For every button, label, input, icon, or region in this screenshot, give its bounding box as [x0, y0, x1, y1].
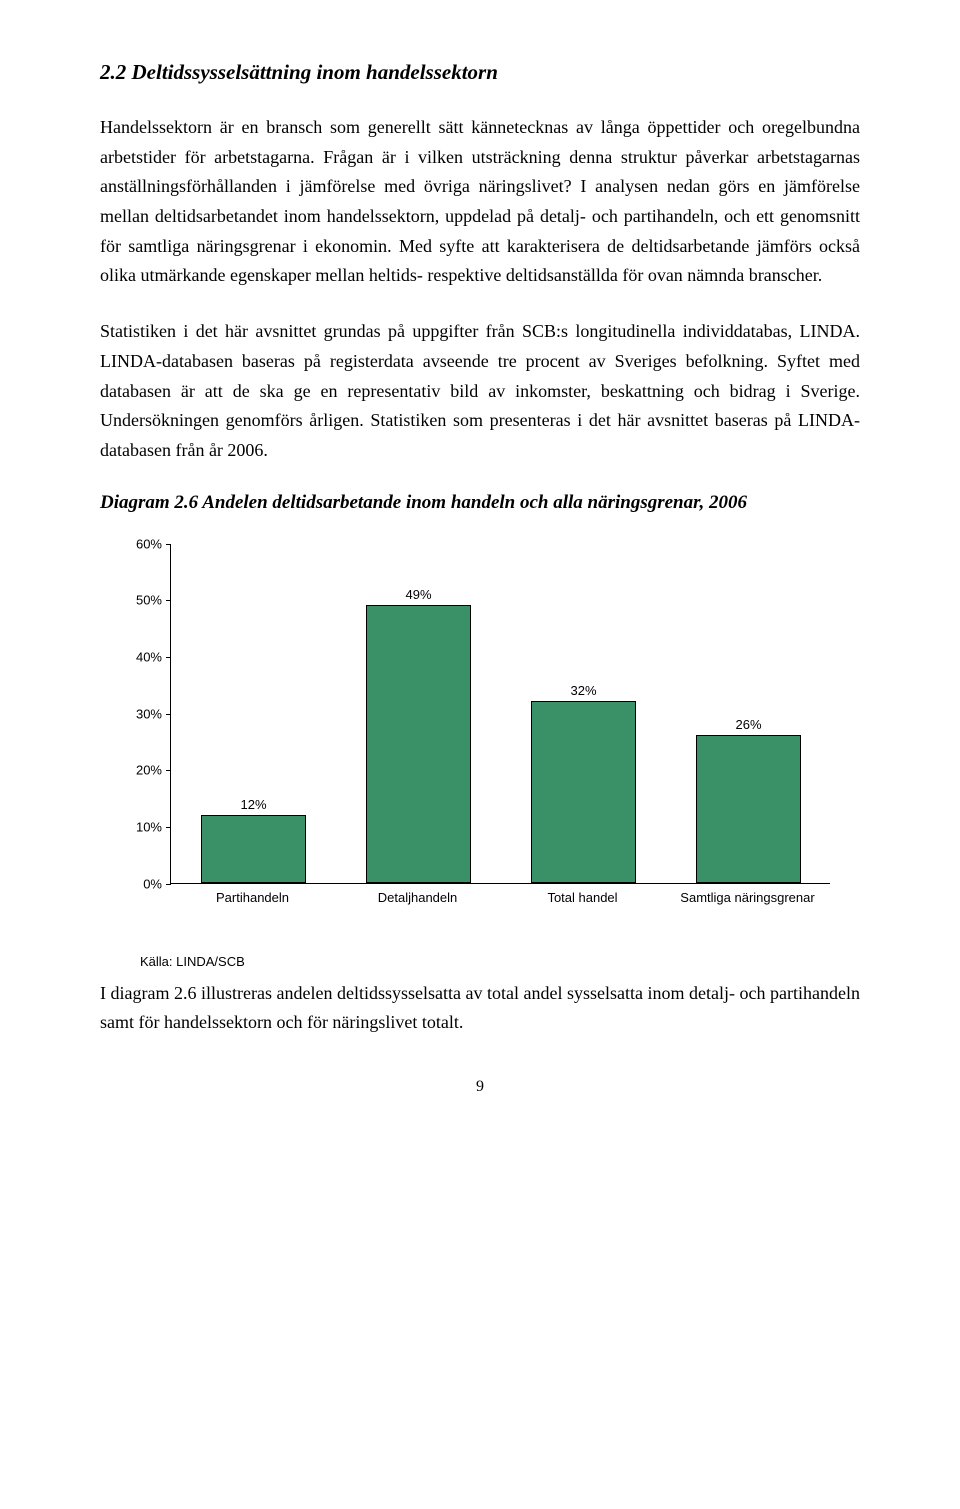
- y-axis-label: 50%: [120, 593, 162, 608]
- y-tick: [166, 714, 171, 715]
- bar: [201, 815, 306, 883]
- chart-container: 12%49%32%26% 0%10%20%30%40%50%60%Partiha…: [100, 544, 860, 969]
- bar-chart: 12%49%32%26% 0%10%20%30%40%50%60%Partiha…: [120, 544, 840, 924]
- chart-source: Källa: LINDA/SCB: [120, 954, 860, 969]
- body-paragraph-1: Handelssektorn är en bransch som generel…: [100, 113, 860, 291]
- y-axis-label: 60%: [120, 536, 162, 551]
- chart-title: Diagram 2.6 Andelen deltidsarbetande ino…: [100, 492, 860, 514]
- y-tick: [166, 884, 171, 885]
- y-tick: [166, 827, 171, 828]
- y-tick: [166, 544, 171, 545]
- bar: [366, 605, 471, 883]
- x-axis-label: Partihandeln: [216, 890, 289, 905]
- body-paragraph-2: Statistiken i det här avsnittet grundas …: [100, 317, 860, 465]
- section-heading: 2.2 Deltidssysselsättning inom handelsse…: [100, 60, 860, 85]
- bar: [696, 735, 801, 882]
- body-paragraph-3: I diagram 2.6 illustreras andelen deltid…: [100, 979, 860, 1038]
- plot-area: 12% 49% 32% 26%: [170, 544, 830, 884]
- y-axis-label: 40%: [120, 649, 162, 664]
- y-axis-label: 10%: [120, 819, 162, 834]
- x-axis-label: Samtliga näringsgrenar: [680, 890, 814, 905]
- bar: [531, 701, 636, 882]
- bar-value-label: 12%: [240, 797, 266, 816]
- x-axis-label: Detaljhandeln: [378, 890, 458, 905]
- bar-value-label: 49%: [405, 587, 431, 606]
- bar-value-label: 26%: [735, 717, 761, 736]
- page-number: 9: [100, 1078, 860, 1096]
- y-axis-label: 30%: [120, 706, 162, 721]
- bar-value-label: 32%: [570, 683, 596, 702]
- y-tick: [166, 770, 171, 771]
- y-tick: [166, 600, 171, 601]
- y-axis-label: 20%: [120, 763, 162, 778]
- x-axis-label: Total handel: [547, 890, 617, 905]
- y-tick: [166, 657, 171, 658]
- y-axis-label: 0%: [120, 876, 162, 891]
